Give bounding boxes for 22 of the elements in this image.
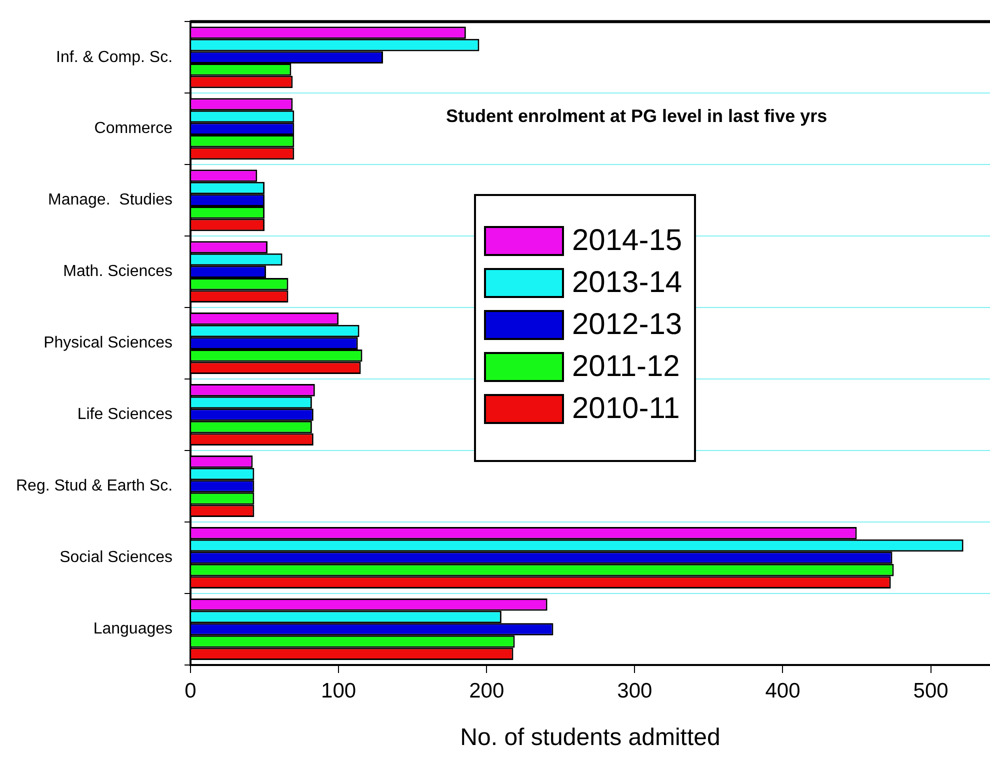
legend-label: 2010-11 xyxy=(572,392,680,426)
y-tick-label: Social Sciences xyxy=(60,549,173,566)
y-tick-label: Languages xyxy=(93,620,173,638)
y-tick-label: Math. Sciences xyxy=(63,263,173,280)
legend-label: 2013-14 xyxy=(572,266,682,300)
legend-label: 2012-13 xyxy=(572,308,682,342)
y-tick-label: Commerce xyxy=(94,120,173,138)
x-tick-label: 0 xyxy=(184,679,196,702)
y-tick-label: Manage. Studies xyxy=(48,192,173,209)
legend-label: 2011-12 xyxy=(572,350,680,384)
x-tick-label: 300 xyxy=(617,679,652,702)
y-tick-label: Inf. & Comp. Sc. xyxy=(56,48,173,66)
x-tick-label: 500 xyxy=(913,679,948,702)
y-tick-label: Reg. Stud & Earth Sc. xyxy=(16,478,173,495)
legend-label: 2014-15 xyxy=(572,224,682,258)
text: Student enrolment at PG level in last five yrs xyxy=(446,106,828,127)
y-tick-label: Physical Sciences xyxy=(44,334,173,352)
x-tick-label: 200 xyxy=(469,679,504,702)
y-tick-label: Life Sciences xyxy=(77,406,173,424)
x-axis-title: No. of students admitted xyxy=(460,724,720,752)
x-tick-label: 100 xyxy=(321,679,356,702)
x-tick-label: 400 xyxy=(765,679,800,702)
